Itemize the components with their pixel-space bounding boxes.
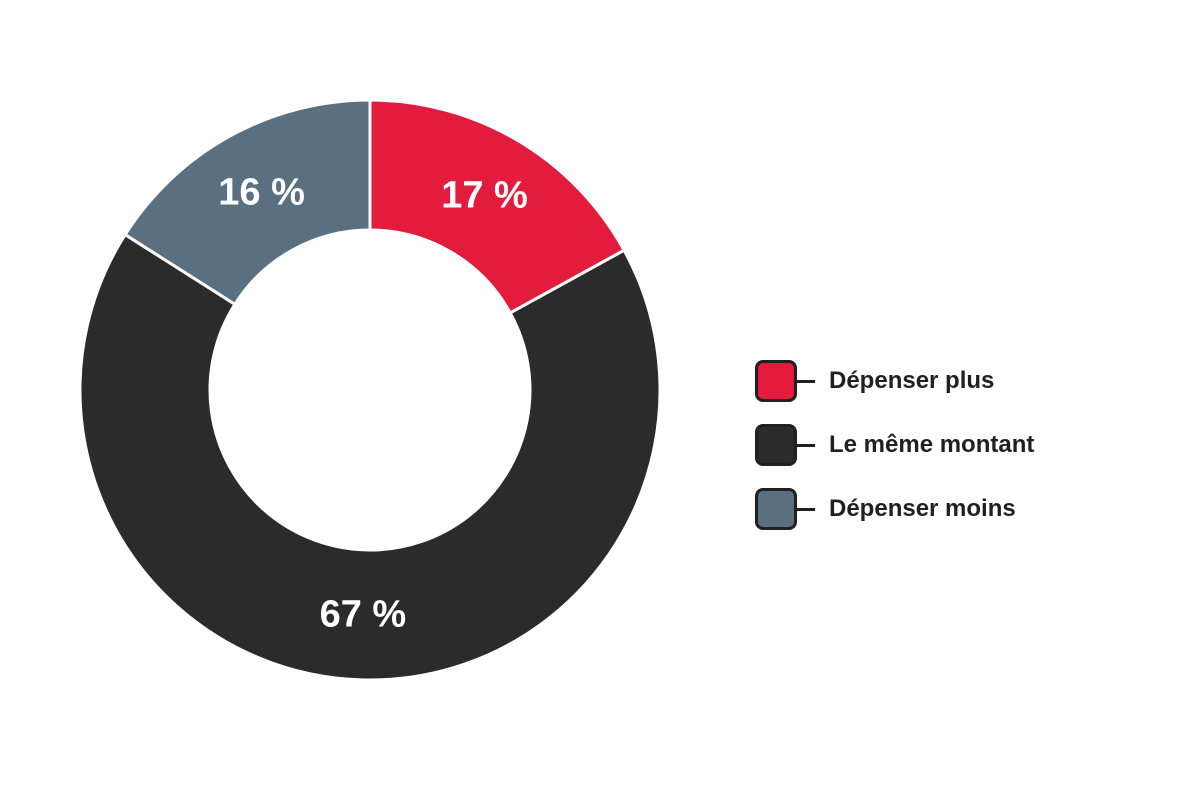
legend-tick [797,508,815,511]
legend: Dépenser plus Le même montant Dépenser moi… [755,360,1034,530]
legend-swatch [755,360,797,402]
slice-pct-label: 16 % [218,171,305,214]
legend-row: Dépenser plus [755,360,1034,402]
legend-row: Le même montant [755,424,1034,466]
legend-label: Dépenser moins [829,495,1016,523]
legend-swatch [755,488,797,530]
slice-pct-label: 67 % [320,593,407,636]
legend-swatch [755,424,797,466]
legend-tick [797,444,815,447]
legend-label: Le même montant [829,431,1034,459]
legend-label: Dépenser plus [829,367,994,395]
chart-stage: 17 % 67 % 16 % Dépenser plus Le même montan… [0,0,1200,800]
slice-pct-label: 17 % [441,175,528,218]
legend-tick [797,380,815,383]
donut-chart: 17 % 67 % 16 % [80,100,660,680]
legend-row: Dépenser moins [755,488,1034,530]
